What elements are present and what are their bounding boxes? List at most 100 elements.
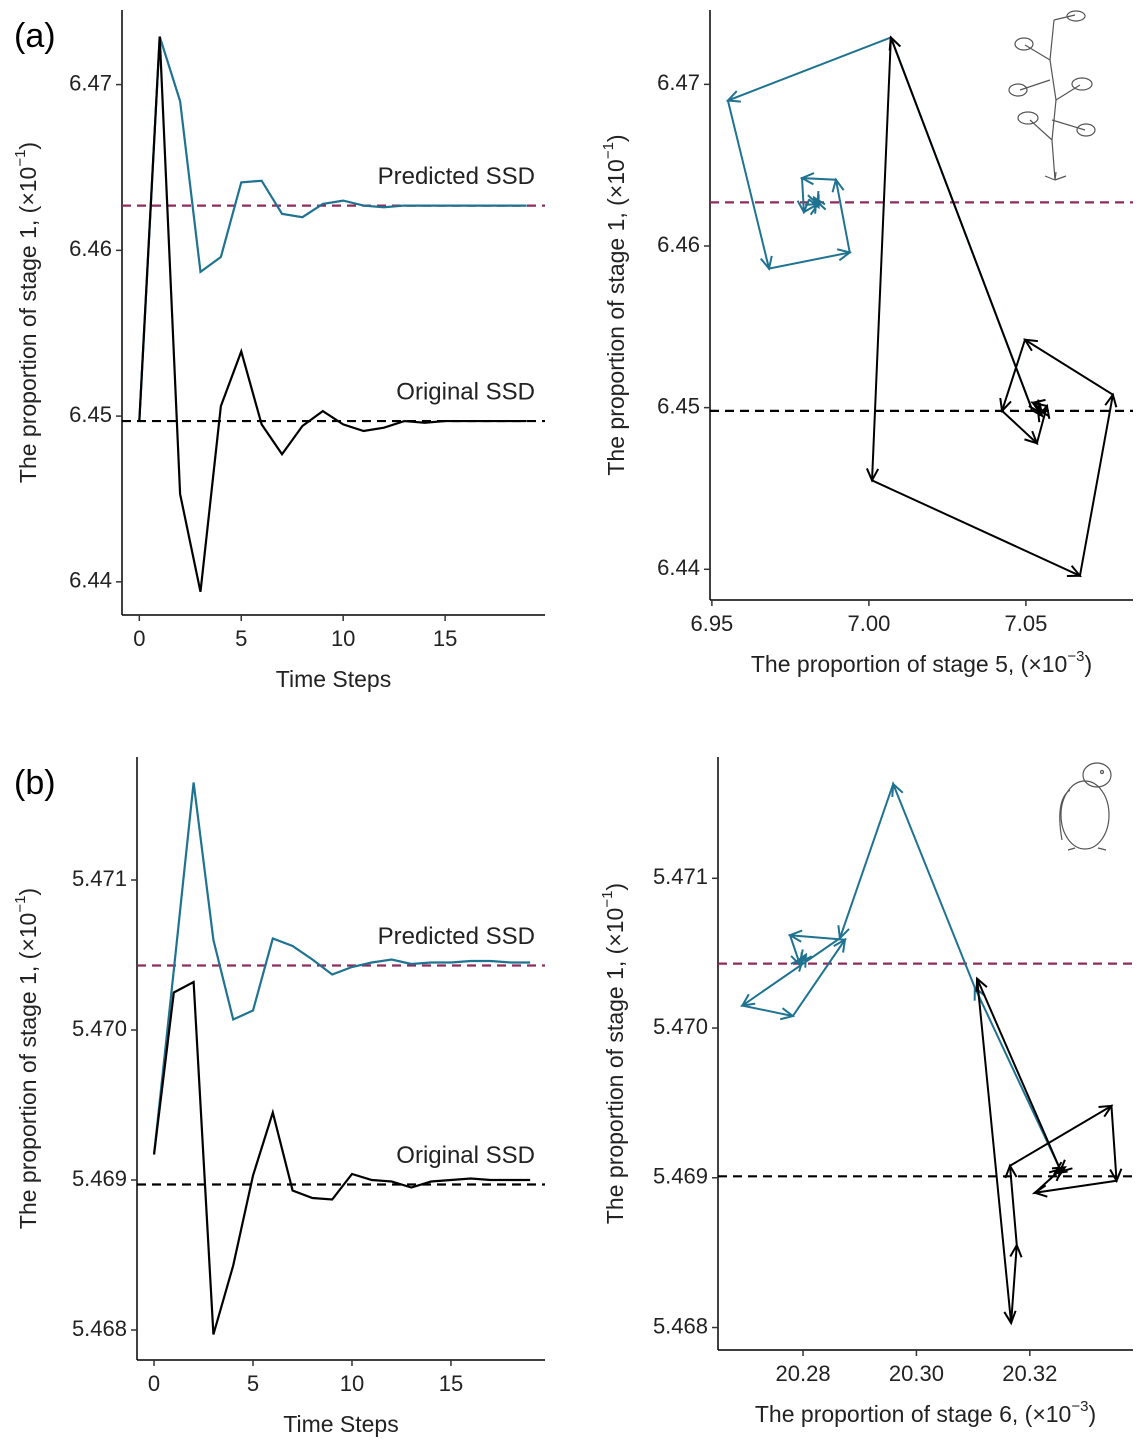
arrowhead [740,993,756,1007]
x-axis-title-end: ) [1084,651,1092,677]
arrowhead [779,1007,796,1021]
arrowhead [798,949,813,964]
y-axis-title-text: The proportion of stage 1, (×10 [603,159,629,475]
y-tick-label: 6.47 [657,70,700,95]
arrowhead [1058,1159,1073,1174]
y-tick-label: 5.470 [72,1016,127,1041]
x-axis-title-text: The proportion of stage 5, (×10 [751,651,1067,677]
arrowhead [1028,399,1042,415]
y-axis-title-exp: −1 [12,150,29,167]
x-tick-label: 5 [235,626,247,651]
arrowhead [999,397,1012,414]
arrowhead [1023,338,1039,352]
y-axis-title-text: The proportion of stage 1, (×10 [602,908,628,1224]
arrowhead [759,255,773,271]
x-axis-title: Time Steps [283,1411,398,1437]
ssd-label: Predicted SSD [378,163,535,190]
arrowhead [973,985,986,1001]
arrowhead [1109,1168,1123,1184]
y-axis-title: The proportion of stage 1, (×10−1) [600,134,629,475]
x-axis-title-end: ) [1088,1401,1096,1427]
arrowhead [891,781,904,797]
arrowhead [1051,1166,1067,1179]
y-axis-title: The proportion of stage 1, (×10−1) [12,888,41,1229]
arrowhead [1036,407,1050,423]
arrowhead [787,929,803,943]
squirrel-illustration [1059,762,1112,851]
arrowhead [831,177,845,193]
arrowhead [865,468,880,483]
x-axis-title: The proportion of stage 5, (×10−3) [751,648,1092,677]
series-line [138,36,527,593]
arrowhead [799,172,815,186]
arrowhead [1003,1310,1017,1326]
y-tick-label: 5.469 [653,1164,708,1189]
y-axis-title-end: ) [602,883,628,891]
trajectory-line [726,36,1033,410]
y-axis-title: The proportion of stage 1, (×10−1) [599,883,628,1224]
y-tick-label: 6.45 [657,393,700,418]
ssd-label: Predicted SSD [378,923,535,950]
y-tick-label: 5.471 [653,864,708,889]
y-tick-label: 5.468 [72,1316,127,1341]
y-tick-label: 6.44 [657,555,700,580]
arrowhead [975,976,988,992]
trajectory-line [976,978,1118,1324]
y-axis-title-text: The proportion of stage 1, (×10 [15,167,41,483]
y-axis-title-exp: −1 [600,142,617,159]
arrowhead [1032,1184,1048,1198]
y-tick-label: 6.46 [69,236,112,261]
y-tick-label: 5.469 [72,1166,127,1191]
x-axis-title: Time Steps [276,666,391,692]
y-tick-label: 6.45 [69,402,112,427]
series-line [152,980,531,1335]
arrowhead [725,90,741,103]
ssd-label: Original SSD [396,1142,535,1169]
y-axis-title-end: ) [15,142,41,150]
series-line [152,782,531,1155]
y-tick-label: 5.471 [72,866,127,891]
y-axis-title-text: The proportion of stage 1, (×10 [15,913,41,1229]
x-axis-title-exp: −3 [1071,1398,1088,1415]
x-axis-title-exp: −3 [1067,648,1084,665]
plant-illustration [1008,10,1096,181]
arrowhead [1052,1161,1068,1175]
arrowhead [837,925,850,941]
trajectory-line [871,37,1115,578]
x-tick-label: 20.28 [776,1361,831,1386]
y-tick-label: 6.44 [69,568,112,593]
y-tick-label: 6.46 [657,232,700,257]
x-tick-label: 7.00 [847,611,890,636]
arrowhead [1030,402,1044,418]
series-line [138,36,527,422]
x-axis-title-text: The proportion of stage 6, (×10 [755,1401,1071,1427]
y-tick-label: 5.468 [653,1313,708,1338]
x-tick-label: 20.32 [1002,1361,1057,1386]
arrowhead [836,248,852,262]
y-axis-title-exp: −1 [12,896,29,913]
y-tick-label: 6.47 [69,70,112,95]
arrowhead [888,35,902,51]
arrowhead [833,937,847,953]
arrowhead [1104,392,1118,408]
y-axis-title: The proportion of stage 1, (×10−1) [12,142,41,483]
arrowhead [1004,1163,1018,1179]
y-tick-label: 5.470 [653,1014,708,1039]
arrowhead [1009,1242,1023,1258]
x-tick-label: 10 [340,1371,364,1396]
ssd-label: Original SSD [396,378,535,405]
x-tick-label: 20.30 [889,1361,944,1386]
x-tick-label: 15 [433,626,457,651]
panel-label: (b) [14,764,56,802]
x-tick-label: 15 [439,1371,463,1396]
arrowhead [807,190,820,207]
x-tick-label: 0 [148,1371,160,1396]
x-tick-label: 5 [247,1371,259,1396]
x-tick-label: 10 [331,626,355,651]
arrowhead [790,957,805,972]
x-tick-label: 7.05 [1005,611,1048,636]
x-tick-label: 0 [133,626,145,651]
y-axis-title-exp: −1 [599,891,616,908]
arrowhead [1024,430,1039,445]
